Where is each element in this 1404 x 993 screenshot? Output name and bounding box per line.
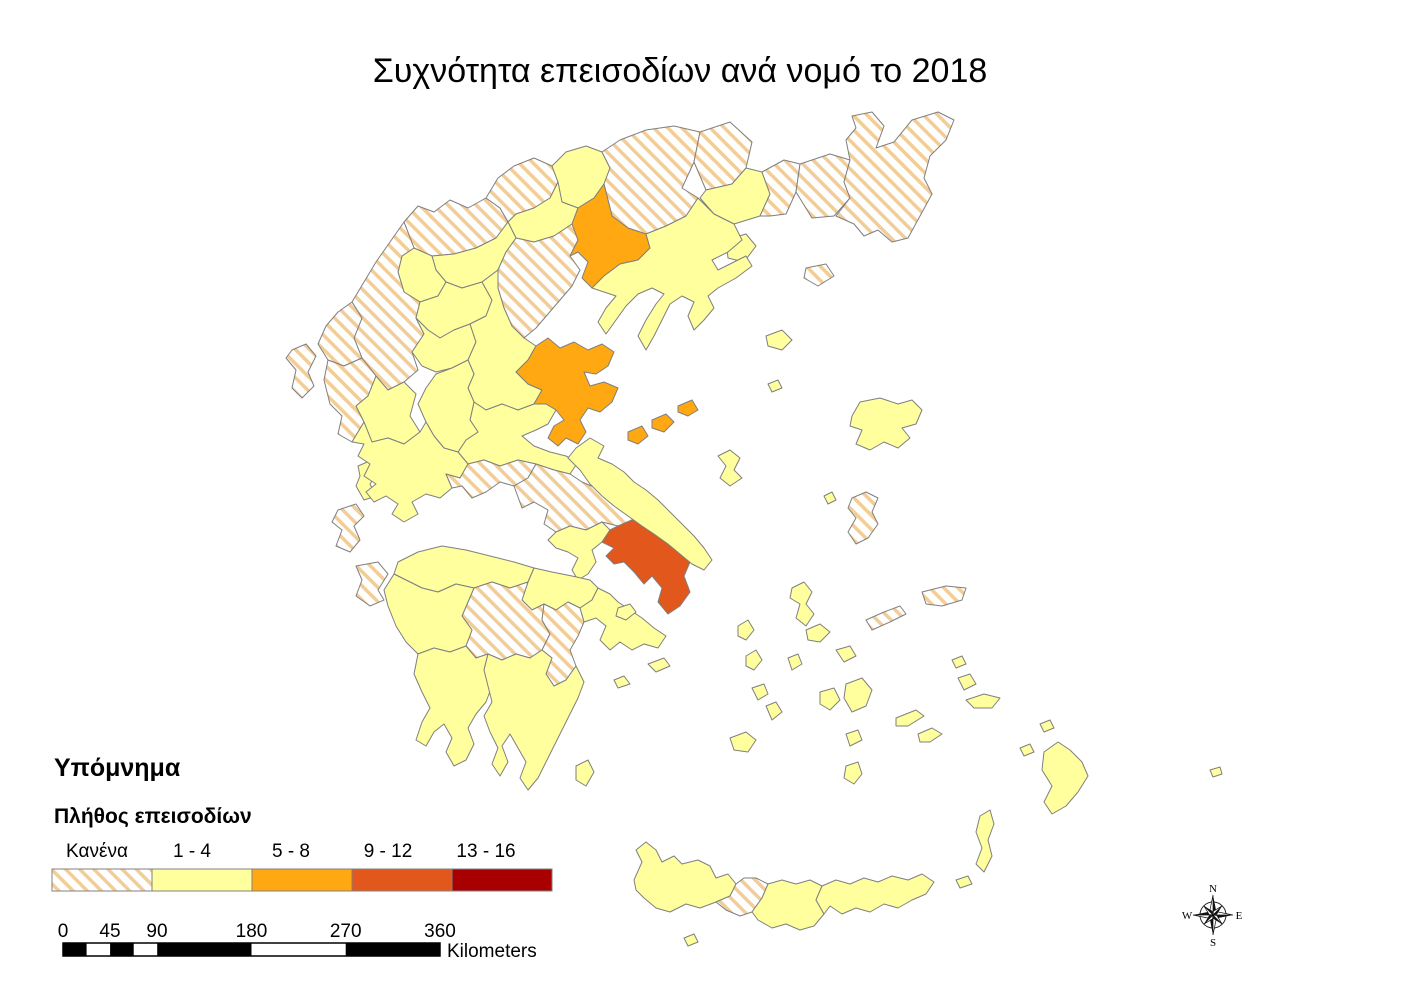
- region-mykonos: [835, 645, 857, 663]
- region-limnos: [765, 329, 793, 351]
- region-kastellorizo: [1209, 766, 1223, 778]
- region-messinia: [413, 645, 493, 767]
- region-chios: [847, 491, 879, 545]
- region-kos: [965, 693, 1001, 709]
- region-lasithi: [815, 873, 935, 915]
- legend-heading: Υπόμνημα: [54, 754, 181, 782]
- scale-tick-90: 90: [146, 921, 167, 942]
- region-ydra: [647, 657, 671, 673]
- region-syros: [787, 653, 803, 671]
- legend-label-9-12: 9 - 12: [364, 841, 413, 862]
- region-skopelos: [651, 413, 675, 433]
- scale-tick-360: 360: [424, 921, 456, 942]
- legend-label-5-8: 5 - 8: [272, 841, 310, 862]
- page-title: Συχνότητα επεισοδίων ανά νομό το 2018: [373, 52, 988, 90]
- region-ikaria: [865, 605, 907, 631]
- region-chania: [633, 841, 737, 913]
- region-kasos: [955, 875, 973, 889]
- compass-star: [1192, 894, 1234, 936]
- region-lesvos: [849, 397, 923, 451]
- legend-label-none: Κανένα: [66, 841, 128, 862]
- region-kalymnos: [957, 673, 977, 691]
- region-skiathos: [627, 425, 649, 445]
- region-paros: [819, 687, 841, 711]
- region-astypalaia: [917, 727, 943, 743]
- region-skyros: [717, 449, 743, 487]
- region-kythira: [575, 759, 595, 787]
- region-ios: [845, 729, 863, 747]
- compass-label-e: E: [1236, 910, 1243, 922]
- region-patmos: [951, 655, 967, 669]
- scale-bar: 0 45 90 180 270 360 Kilometers: [58, 921, 537, 962]
- region-magnesia: [515, 337, 619, 447]
- legend-swatch-13-16: [451, 868, 553, 892]
- region-psara: [823, 491, 837, 505]
- region-karpathos: [975, 809, 995, 873]
- legend-label-1-4: 1 - 4: [173, 841, 211, 862]
- region-zakynthos: [355, 561, 389, 607]
- region-samothraki: [803, 263, 835, 287]
- region-thesprotia: [317, 301, 363, 367]
- region-agios-efstratios: [767, 379, 783, 393]
- region-kea: [737, 619, 755, 641]
- region-lakonia: [483, 649, 585, 791]
- legend-swatch-9-12: [351, 868, 453, 892]
- region-sifnos: [765, 701, 783, 721]
- legend-swatch-5-8: [251, 868, 353, 892]
- region-samos: [921, 585, 967, 607]
- region-tinos: [805, 623, 831, 643]
- region-evros: [835, 111, 955, 243]
- scale-unit-label: Kilometers: [447, 941, 537, 962]
- region-naxos: [843, 677, 873, 713]
- scale-bar-segments: [63, 943, 440, 956]
- compass-label-n: N: [1209, 883, 1217, 895]
- region-ileia: [383, 573, 475, 655]
- region-aitoloakarnania: [351, 421, 469, 523]
- region-alonnisos: [677, 399, 699, 417]
- region-andros: [789, 581, 815, 627]
- region-symi: [1039, 719, 1055, 733]
- region-amorgos: [895, 709, 925, 727]
- compass-label-w: W: [1182, 910, 1193, 922]
- legend: Υπόμνημα Πλήθος επεισοδίων Κανένα 1 - 4 …: [51, 754, 553, 892]
- region-kythnos: [745, 649, 763, 671]
- region-kerkyra: [285, 343, 317, 399]
- scale-tick-0: 0: [58, 921, 69, 942]
- legend-swatch-1-4: [151, 868, 253, 892]
- region-rodos: [1041, 741, 1089, 815]
- region-aigina: [615, 603, 637, 621]
- scale-tick-270: 270: [330, 921, 362, 942]
- region-santorini: [843, 761, 863, 785]
- region-gavdos: [683, 933, 699, 947]
- region-serifos: [751, 683, 769, 701]
- region-megarida: [547, 521, 611, 581]
- scale-tick-180: 180: [236, 921, 268, 942]
- legend-subheading: Πλήθος επεισοδίων: [54, 805, 252, 828]
- scale-tick-45: 45: [99, 921, 120, 942]
- region-milos: [729, 731, 757, 753]
- region-chalkidiki: [591, 197, 753, 351]
- legend-label-13-16: 13 - 16: [456, 841, 515, 862]
- region-spetses: [613, 675, 631, 689]
- greece-choropleth: [285, 111, 1223, 947]
- region-kefallonia: [331, 503, 365, 553]
- region-evvoia: [567, 437, 713, 571]
- region-tilos: [1019, 743, 1035, 757]
- legend-swatch-none: [51, 868, 153, 892]
- region-irakleio: [751, 879, 825, 931]
- north-arrow: N E S W: [1182, 883, 1243, 949]
- compass-label-s: S: [1210, 937, 1216, 949]
- region-xanthi: [759, 159, 801, 217]
